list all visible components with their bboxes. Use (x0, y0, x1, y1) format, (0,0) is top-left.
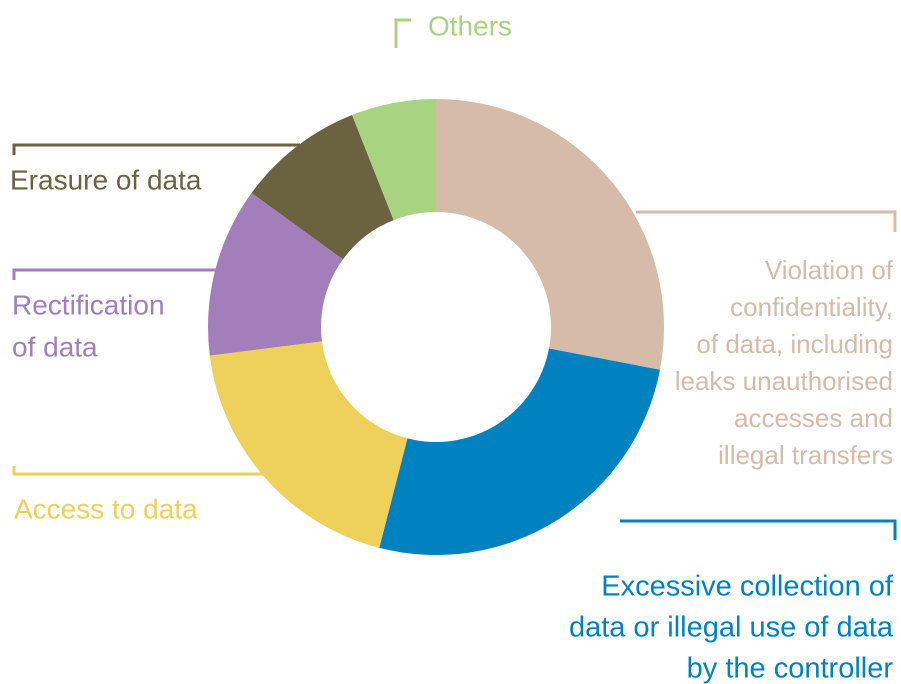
donut-segment (251, 115, 394, 260)
segment-label: Others (428, 10, 512, 41)
segment-label: by the controller (687, 653, 894, 684)
segment-label: Erasure of data (10, 164, 202, 195)
segment-label: Violation of (765, 255, 894, 285)
segment-label: Excessive collection of (601, 571, 894, 603)
segment-label: of data, including (696, 329, 893, 359)
leader-line (620, 519, 897, 540)
leader-line (12, 143, 300, 155)
donut-segment (209, 341, 408, 548)
segment-label: Rectification (12, 289, 165, 320)
leader-line (12, 466, 275, 476)
leader-line (12, 268, 238, 280)
segment-label: confidentiality, (730, 292, 893, 322)
segment-label: Access to data (14, 493, 198, 524)
donut-segment (379, 348, 660, 555)
segment-label: of data (12, 331, 98, 362)
segment-label: leaks unauthorised (675, 366, 893, 396)
leader-line (636, 210, 897, 232)
segment-label: illegal transfers (718, 440, 893, 470)
donut-segment (436, 99, 664, 370)
donut-segment (208, 192, 343, 356)
segment-label: accesses and (734, 403, 893, 433)
donut-segment (352, 99, 436, 221)
segment-label: data or illegal use of data (569, 612, 894, 644)
leader-line (394, 18, 411, 48)
